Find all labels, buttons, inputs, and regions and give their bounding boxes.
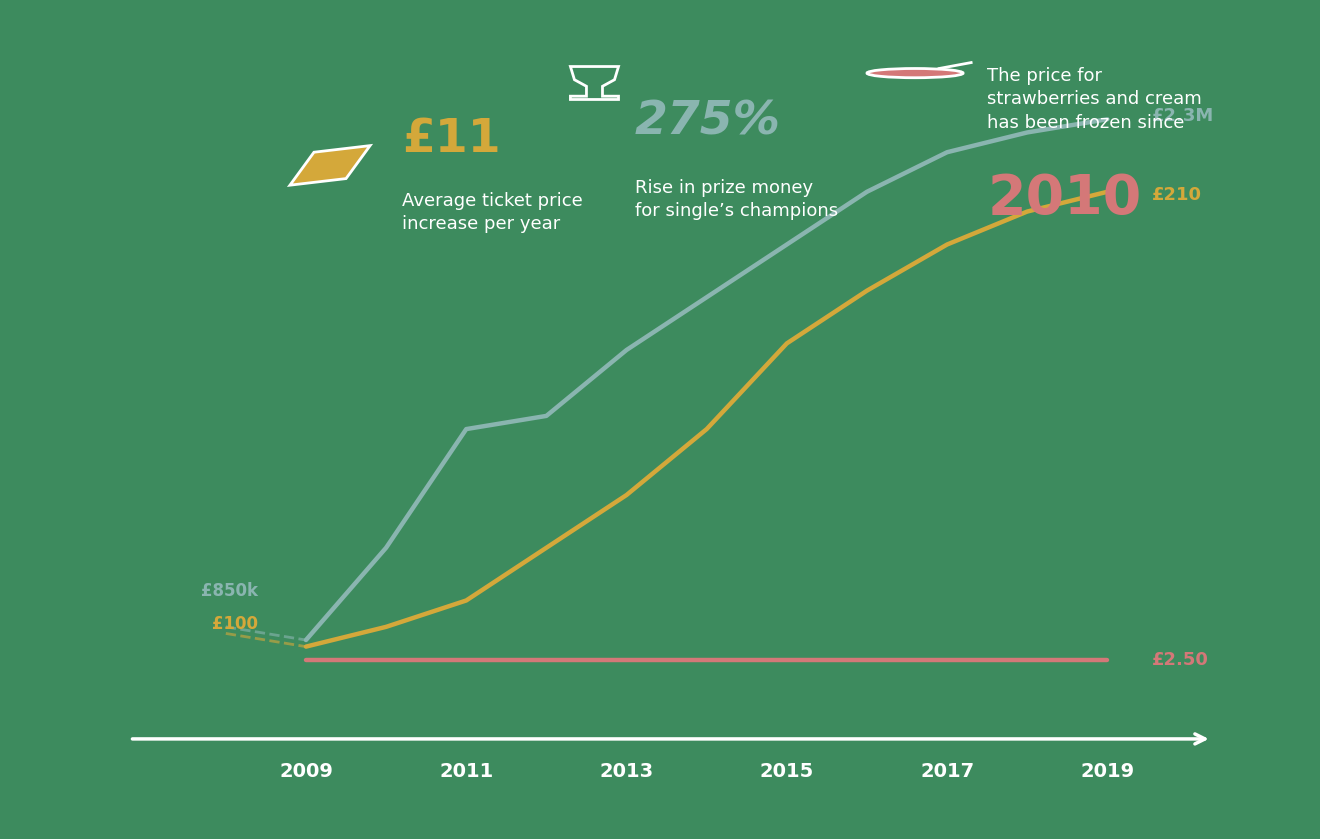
Text: 2009: 2009 — [279, 762, 333, 781]
Text: The price for
strawberries and cream
has been frozen since: The price for strawberries and cream has… — [987, 66, 1203, 132]
Text: 2010: 2010 — [987, 172, 1142, 226]
Text: 275%: 275% — [635, 100, 780, 144]
Text: £2.50: £2.50 — [1151, 651, 1208, 669]
Text: £100: £100 — [213, 616, 257, 633]
Text: 2013: 2013 — [599, 762, 653, 781]
Text: £210: £210 — [1151, 186, 1201, 204]
Text: Average ticket price
increase per year: Average ticket price increase per year — [403, 192, 583, 233]
Text: 2019: 2019 — [1080, 762, 1134, 781]
Text: 2015: 2015 — [760, 762, 814, 781]
Text: £850k: £850k — [201, 582, 257, 601]
Text: £11: £11 — [403, 117, 500, 162]
Polygon shape — [290, 146, 370, 185]
Text: £2.3M: £2.3M — [1151, 107, 1213, 125]
Text: 2017: 2017 — [920, 762, 974, 781]
Ellipse shape — [867, 69, 964, 78]
Text: Rise in prize money
for single’s champions: Rise in prize money for single’s champio… — [635, 179, 838, 220]
Text: 2011: 2011 — [440, 762, 494, 781]
